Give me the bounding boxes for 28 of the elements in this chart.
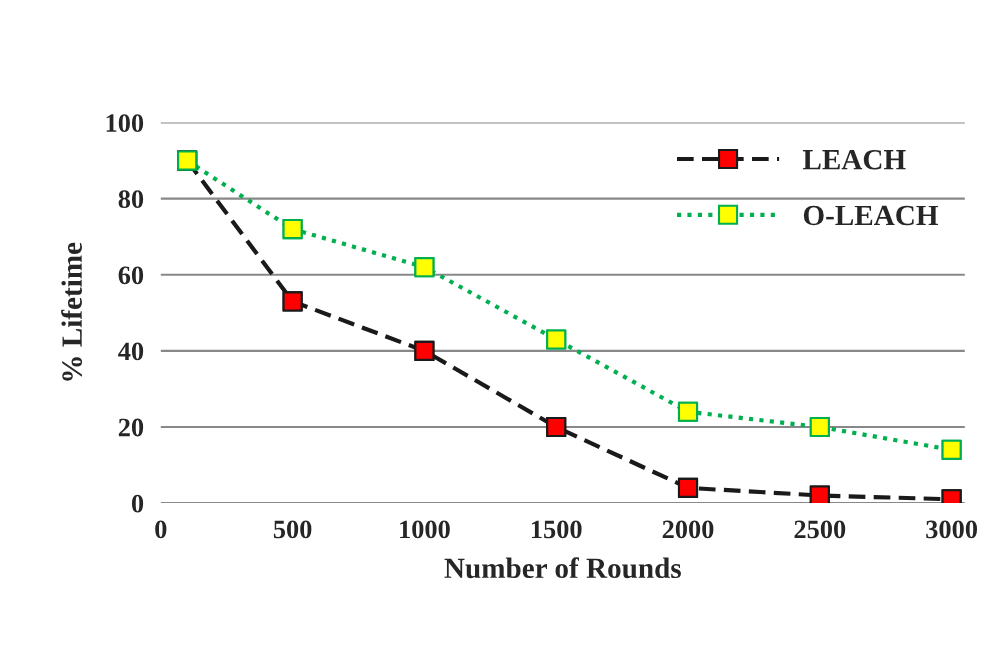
point [677,477,699,498]
x-tick-label: 2500 [794,520,846,539]
y-tick-label: 80 [118,190,144,209]
y-tick-label: 60 [118,266,144,285]
y-tick-label: 100 [106,114,144,132]
point [546,329,567,350]
point [809,485,830,504]
x-axis-title: Number of Rounds [444,557,681,579]
point [282,219,303,240]
y-axis-title: % Lifetime [61,242,83,381]
point [414,257,435,278]
y-tick-label: 20 [118,418,144,437]
x-tick-label: 2000 [662,520,714,539]
x-tick-label: 1500 [531,520,582,539]
legend-label: O-LEACH [803,205,939,226]
point [414,340,435,361]
point [282,291,303,312]
x-tick-label: 3000 [926,520,977,539]
legend-label: LEACH [802,149,906,170]
point [546,416,567,438]
x-tick-label: 1000 [400,520,450,539]
point [809,416,830,438]
point [677,401,699,422]
x-tick-label: 500 [273,520,312,539]
x-tick-label: 0 [155,520,167,539]
point [941,439,962,460]
y-tick-label: 0 [131,494,144,513]
y-tick-label: 40 [118,342,144,361]
